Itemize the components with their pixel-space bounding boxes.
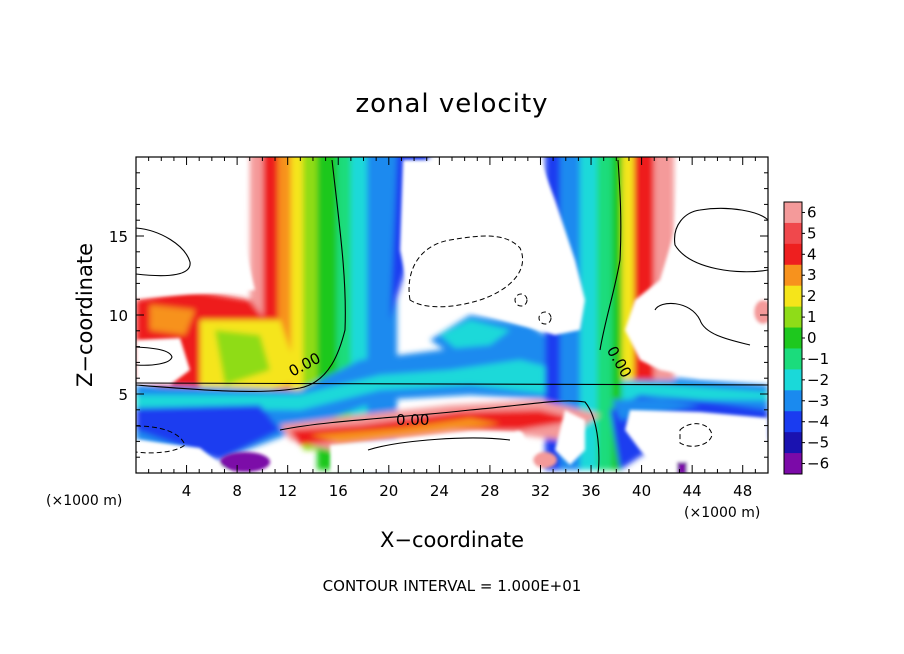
- x-tick-label: 40: [632, 482, 651, 500]
- x-axis: 4 8 12 16 20 24 28 32 36 40 44 48: [148, 157, 756, 500]
- colorbar-label: 4: [807, 245, 817, 263]
- colorbar-label: 1: [807, 308, 817, 326]
- colorbar-label: 3: [807, 266, 817, 284]
- x-tick-label: 4: [182, 482, 192, 500]
- contour-label: 0.00: [396, 411, 429, 429]
- colorbar-swatch: [784, 306, 802, 329]
- y-tick-label: 5: [118, 386, 128, 404]
- colorbar-label: −2: [807, 371, 829, 389]
- colorbar-swatch: [784, 202, 802, 224]
- colorbar-label: −3: [807, 392, 829, 410]
- x-tick-label: 12: [278, 482, 297, 500]
- x-tick-label: 44: [683, 482, 702, 500]
- x-tick-label: 16: [329, 482, 348, 500]
- x-tick-label: 20: [379, 482, 398, 500]
- y-axis: 5 10 15: [109, 172, 768, 458]
- colorbar-label: 6: [807, 203, 817, 221]
- y-tick-label: 15: [109, 228, 128, 246]
- colorbar-label: −4: [807, 413, 829, 431]
- x-tick-label: 24: [430, 482, 449, 500]
- colorbar-swatch: [784, 264, 802, 287]
- x-tick-label: 8: [232, 482, 242, 500]
- colorbar-swatch: [784, 222, 802, 245]
- x-tick-label: 48: [733, 482, 752, 500]
- x-tick-label: 32: [531, 482, 550, 500]
- colorbar-label: 0: [807, 329, 817, 347]
- colorbar-label: −6: [807, 455, 829, 473]
- colorbar-label: −5: [807, 434, 829, 452]
- x-tick-label: 28: [480, 482, 499, 500]
- colorbar-swatch: [784, 432, 802, 454]
- chart-title: zonal velocity: [355, 89, 548, 119]
- x-axis-label: X−coordinate: [380, 528, 524, 552]
- velocity-field: 0.00 0.00 0.00: [136, 157, 768, 473]
- colorbar-swatch: [784, 453, 802, 475]
- colorbar-swatch: [784, 285, 802, 308]
- y-axis-label: Z−coordinate: [73, 243, 97, 387]
- colorbar-swatch: [784, 348, 802, 370]
- colorbar-swatch: [784, 411, 802, 433]
- colorbar-label: −1: [807, 350, 829, 368]
- contour-interval-note: CONTOUR INTERVAL = 1.000E+01: [323, 577, 582, 595]
- colorbar-label: 5: [807, 224, 817, 242]
- colorbar-swatch: [784, 243, 802, 266]
- y-tick-label: 10: [109, 307, 128, 325]
- x-unit-label-left: (×1000 m): [46, 493, 122, 509]
- colorbar-swatch: [784, 327, 802, 349]
- x-tick-label: 36: [581, 482, 600, 500]
- colorbar-swatch: [784, 369, 802, 391]
- colorbar-swatch: [784, 390, 802, 412]
- colorbar: 6 5 4 3 2 1 0 −1 −2 −3 −4 −5 −6: [783, 201, 829, 475]
- colorbar-label: 2: [807, 287, 817, 305]
- x-unit-label-right: (×1000 m): [684, 505, 760, 521]
